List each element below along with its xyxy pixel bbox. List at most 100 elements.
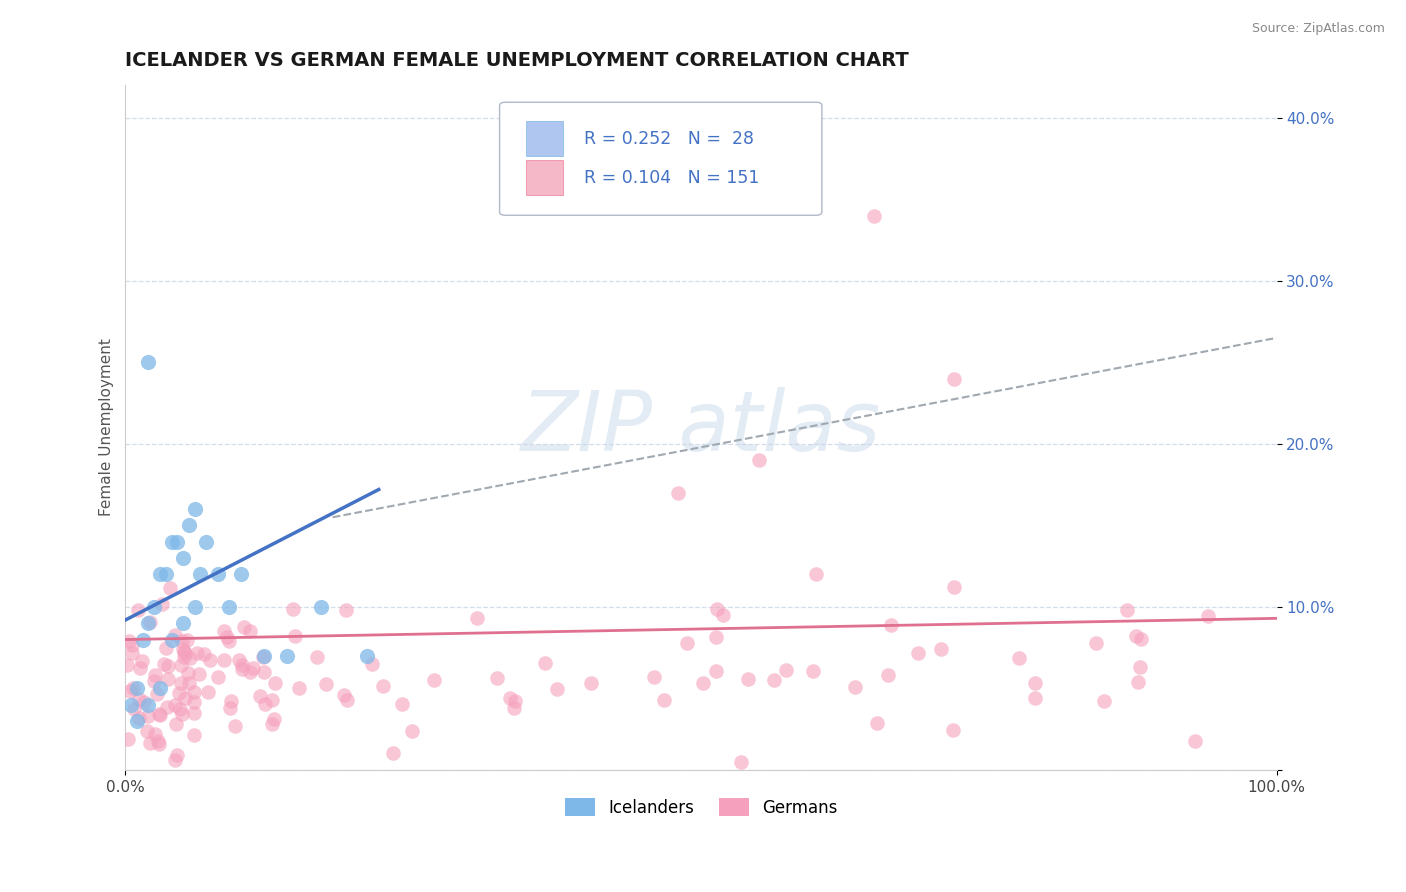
Point xyxy=(1024,690,1046,705)
Point xyxy=(143,668,166,682)
Point xyxy=(176,665,198,680)
Text: Source: ZipAtlas.com: Source: ZipAtlas.com xyxy=(1251,22,1385,36)
Point xyxy=(943,371,966,385)
Point xyxy=(131,654,153,668)
Point xyxy=(486,672,509,686)
Point xyxy=(135,723,157,738)
Point xyxy=(217,630,239,644)
Point xyxy=(129,661,152,675)
Point xyxy=(172,616,194,631)
Point xyxy=(465,611,488,625)
Point xyxy=(336,692,359,706)
Point xyxy=(666,485,689,500)
Point xyxy=(307,650,329,665)
Point xyxy=(138,615,160,629)
Point xyxy=(502,701,524,715)
Point xyxy=(148,734,170,748)
Point xyxy=(169,702,191,716)
Point xyxy=(335,603,357,617)
FancyBboxPatch shape xyxy=(499,103,823,215)
FancyBboxPatch shape xyxy=(526,160,562,195)
Point xyxy=(212,653,235,667)
Point xyxy=(207,567,229,582)
Point xyxy=(1115,603,1137,617)
Point xyxy=(132,694,155,708)
Point xyxy=(173,650,195,665)
Point xyxy=(118,634,141,648)
Point xyxy=(676,636,699,650)
Point xyxy=(207,670,229,684)
Point xyxy=(1184,733,1206,747)
Point xyxy=(138,355,160,369)
Point xyxy=(737,672,759,686)
Point xyxy=(224,719,246,733)
Point xyxy=(148,737,170,751)
Point xyxy=(125,681,148,696)
Point xyxy=(253,698,276,712)
Point xyxy=(155,641,177,656)
Point xyxy=(146,687,169,701)
Point xyxy=(1094,694,1116,708)
Point xyxy=(1129,632,1152,646)
Point xyxy=(183,728,205,742)
Point xyxy=(249,690,271,704)
Point xyxy=(704,630,727,644)
Point xyxy=(127,603,149,617)
Point xyxy=(183,706,205,721)
Point xyxy=(179,676,201,690)
Point xyxy=(546,682,568,697)
Text: ICELANDER VS GERMAN FEMALE UNEMPLOYMENT CORRELATION CHART: ICELANDER VS GERMAN FEMALE UNEMPLOYMENT … xyxy=(125,51,910,70)
Point xyxy=(186,646,208,660)
Legend: Icelanders, Germans: Icelanders, Germans xyxy=(558,792,844,823)
Point xyxy=(149,707,172,722)
Point xyxy=(232,620,254,634)
Point xyxy=(288,681,311,696)
Point xyxy=(356,648,378,663)
Point xyxy=(195,534,218,549)
Point xyxy=(262,693,284,707)
Point xyxy=(160,534,183,549)
Point xyxy=(163,753,186,767)
Point xyxy=(423,673,446,687)
Point xyxy=(143,673,166,688)
Point xyxy=(183,502,205,516)
Point xyxy=(132,632,155,647)
Point xyxy=(231,662,253,676)
Point xyxy=(876,667,898,681)
Point xyxy=(198,653,221,667)
Point xyxy=(730,755,752,769)
Point xyxy=(155,567,177,582)
Point xyxy=(121,638,143,652)
Point xyxy=(253,665,276,680)
Point xyxy=(157,658,180,673)
Point xyxy=(579,676,602,690)
Point xyxy=(148,706,170,721)
Point xyxy=(229,567,252,582)
Point xyxy=(149,681,172,696)
Point xyxy=(174,646,197,660)
Point xyxy=(172,706,194,721)
Point xyxy=(239,624,262,639)
Point xyxy=(929,641,952,656)
Point xyxy=(361,657,384,672)
Point xyxy=(173,645,195,659)
Point xyxy=(332,688,354,702)
Point xyxy=(252,648,274,663)
Point xyxy=(159,581,181,595)
Point xyxy=(704,664,727,678)
Text: ZIP atlas: ZIP atlas xyxy=(522,387,882,468)
Point xyxy=(183,695,205,709)
Point xyxy=(1129,660,1152,674)
Point xyxy=(157,673,180,687)
Point xyxy=(401,724,423,739)
Point xyxy=(166,747,188,762)
Point xyxy=(1197,609,1219,624)
Point xyxy=(193,648,215,662)
Point xyxy=(804,567,827,582)
Point xyxy=(499,690,522,705)
Point xyxy=(866,716,889,731)
Point xyxy=(231,657,253,672)
Point xyxy=(219,700,242,714)
Point xyxy=(167,685,190,699)
Point xyxy=(153,657,176,671)
